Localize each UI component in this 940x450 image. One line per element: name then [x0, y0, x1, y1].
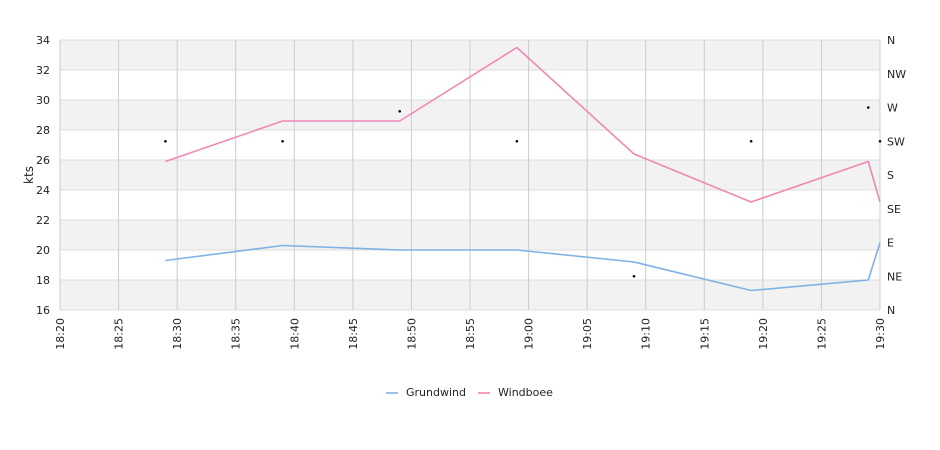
y-tick-label: 18 [36, 274, 50, 287]
x-tick-label: 18:55 [464, 318, 477, 350]
direction-marker [164, 139, 167, 143]
direction-marker [515, 139, 519, 143]
y-axis-title: kts [22, 166, 36, 184]
x-tick-label: 18:30 [171, 318, 184, 350]
y-tick-label: 26 [36, 154, 50, 167]
x-tick-label: 19:20 [757, 318, 770, 350]
direction-marker [398, 109, 402, 113]
direction-marker [749, 139, 753, 143]
direction-tick-label: NW [887, 68, 906, 81]
x-tick-label: 19:00 [523, 318, 536, 350]
y-tick-label: 24 [36, 184, 50, 197]
direction-marker [866, 106, 870, 109]
direction-tick-label: E [887, 237, 894, 250]
direction-markers [164, 106, 882, 278]
data-series [165, 46, 881, 292]
x-axis-ticks: 18:20 18:25 18:30 18:35 18:40 18:45 18:50 18:55… [54, 318, 887, 350]
direction-marker [632, 274, 636, 278]
series-line-grundwind [165, 242, 881, 292]
x-tick-label: 19:30 [874, 318, 887, 350]
y-tick-label: 34 [36, 34, 50, 47]
x-tick-label: 18:40 [288, 318, 301, 350]
y-tick-label: 16 [36, 304, 50, 317]
legend-label: Windboee [498, 386, 553, 399]
direction-tick-label: W [887, 102, 898, 115]
x-tick-label: 18:50 [405, 318, 418, 350]
y-tick-label: 30 [36, 94, 50, 107]
direction-tick-label: S [887, 169, 894, 182]
direction-marker [878, 139, 882, 143]
direction-marker [281, 139, 284, 143]
direction-tick-label: SW [887, 135, 905, 148]
direction-tick-label: N [887, 304, 895, 317]
y-tick-label: 28 [36, 124, 50, 137]
x-tick-label: 18:35 [230, 318, 243, 350]
direction-tick-label: NE [887, 270, 902, 283]
y-tick-label: 22 [36, 214, 50, 227]
legend-label: Grundwind [406, 386, 466, 399]
x-tick-label: 18:20 [54, 318, 67, 350]
y-tick-label: 20 [36, 244, 50, 257]
direction-tick-label: SE [887, 203, 901, 216]
x-tick-label: 18:45 [347, 318, 360, 350]
x-tick-label: 19:10 [640, 318, 653, 350]
direction-axis-ticks: N NE E SE S SW W NW N [887, 34, 906, 317]
legend: Grundwind Windboee [386, 386, 553, 399]
y-tick-label: 32 [36, 64, 50, 77]
direction-tick-label: N [887, 34, 895, 47]
x-tick-label: 19:25 [815, 318, 828, 350]
series-line-windboee [165, 46, 881, 203]
y-axis-ticks: 16 18 20 22 24 26 28 30 32 34 [36, 34, 50, 317]
x-tick-label: 19:15 [698, 318, 711, 350]
x-tick-label: 18:25 [113, 318, 126, 350]
x-tick-label: 19:05 [581, 318, 594, 350]
